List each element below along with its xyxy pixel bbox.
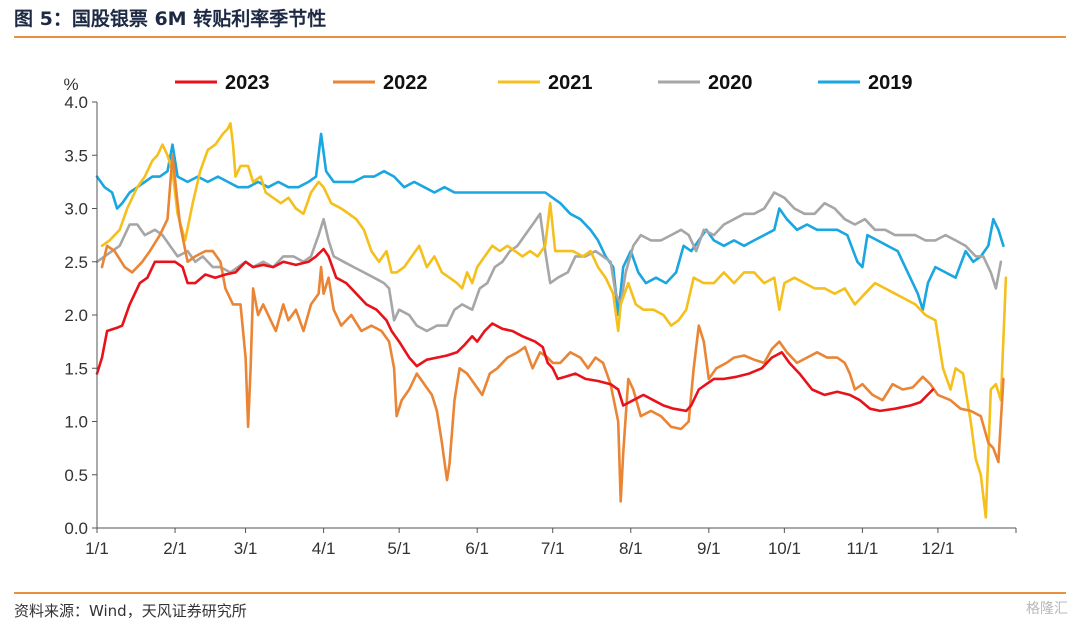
legend-label-2020: 2020 [708,72,753,94]
y-tick-label: 2.5 [64,253,88,272]
x-tick-label: 8/1 [619,539,643,558]
y-unit-label: % [63,75,78,94]
header-divider [14,36,1066,38]
y-tick-label: 3.5 [64,146,88,165]
series-line-2019 [95,132,1005,317]
x-tick-label: 12/1 [921,539,954,558]
source-note: 资料来源：Wind，天风证券研究所 [14,602,247,620]
axes: 0.0 0.5 1.0 1.5 2.0 2.5 3.0 3.5 4.0% 1/1 2/1 3/1 4/1… [63,75,1017,558]
y-tick-label: 4.0 [64,93,88,112]
x-tick-label: 6/1 [465,539,489,558]
y-tick-label: 1.0 [64,413,88,432]
x-tick-label: 1/1 [85,539,109,558]
y-tick-label: 0.5 [64,466,88,485]
y-tick-label: 2.0 [64,306,88,325]
legend-label-2023: 2023 [225,72,270,94]
x-tick-label: 11/1 [846,539,878,558]
legend: 2023 2022 2021 2020 2019 [175,72,913,94]
legend-label-2022: 2022 [383,72,428,94]
legend-label-2019: 2019 [868,72,913,94]
series-line-2023 [95,247,935,413]
x-tick-label: 2/1 [163,539,187,558]
watermark-logo: 格隆汇 [1026,601,1068,617]
legend-label-2021: 2021 [548,72,593,94]
x-tick-label: 10/1 [768,539,801,558]
x-tick-label: 5/1 [387,539,411,558]
footer-divider [14,592,1066,594]
series-line-2022 [100,154,1005,503]
x-tick-label: 4/1 [312,539,336,558]
series-line-2021 [100,122,1008,519]
series-layer [95,122,1008,519]
figure-title: 图 5：国股银票 6M 转贴利率季节性 [14,8,327,30]
y-tick-label: 0.0 [64,519,88,538]
y-tick-label: 1.5 [64,359,88,378]
x-tick-label: 3/1 [234,539,258,558]
line-chart: 2023 2022 2021 2020 2019 0.0 0.5 1.0 1.5 2.0 2.5 3… [63,72,1017,558]
y-tick-label: 3.0 [64,200,88,219]
x-tick-label: 7/1 [541,539,565,558]
x-tick-label: 9/1 [697,539,721,558]
